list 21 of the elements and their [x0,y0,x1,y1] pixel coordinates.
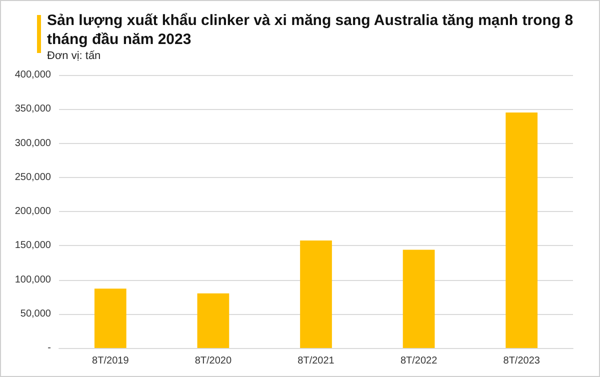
x-tick-label: 8T/2021 [298,356,335,366]
y-tick-label: 200,000 [14,206,52,217]
y-tick-label: - [48,342,51,354]
x-tick-label: 8T/2023 [503,356,540,366]
y-tick-label: 100,000 [14,274,52,286]
y-tick-label: 50,000 [20,308,52,320]
y-tick-label: 350,000 [14,104,52,115]
x-tick-label: 8T/2019 [92,356,130,366]
x-tick-label: 8T/2020 [194,356,232,366]
y-tick-label: 150,000 [14,240,52,252]
y-tick-label: 250,000 [14,172,52,183]
y-tick-label: 300,000 [14,138,52,149]
y-tick-label: 400,000 [14,70,52,80]
bar [506,112,538,348]
bar [197,293,230,348]
bar [94,288,126,348]
chart-title: Sản lượng xuất khẩu clinker và xi măng sang Australia tăng mạnh trong 8 tháng đầu năm 2023 [47,11,574,49]
chart-subtitle: Đơn vị: tấn [47,50,101,62]
bar [300,240,332,348]
x-tick-label: 8T/2022 [400,356,438,366]
bar [402,250,435,348]
